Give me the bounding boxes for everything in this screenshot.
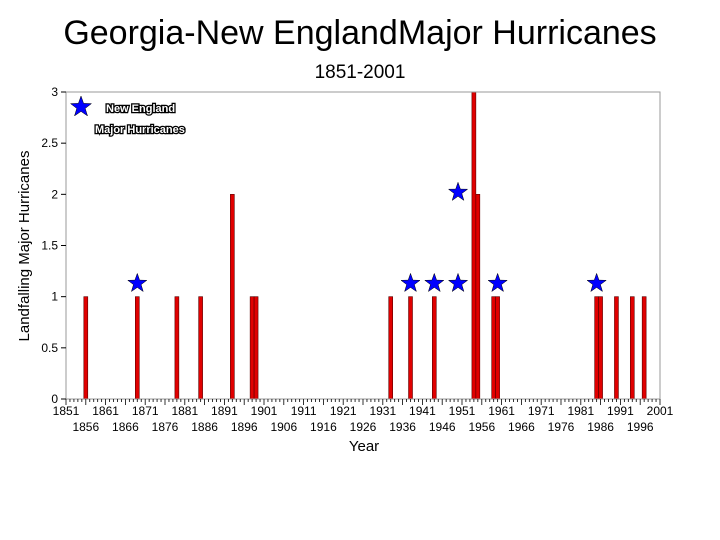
x-tick-label: 1976 (548, 420, 575, 434)
x-tick-label: 1911 (291, 404, 317, 418)
axes-layer: 0 0.5 1 1.5 2 2.5 3 1851 1861 1871 1881 1891 1901 191… (41, 85, 673, 434)
x-tick-label: 1871 (132, 404, 159, 418)
bar-1986 (598, 296, 603, 400)
x-axis-label: Year (349, 438, 379, 455)
x-tick-label: 1881 (171, 404, 198, 418)
x-tick-label: 1951 (449, 404, 476, 418)
y-tick-label: 0.5 (41, 341, 58, 355)
legend: New England Major Hurricanes (69, 95, 186, 137)
bars-layer (83, 91, 647, 400)
bar-1994 (629, 296, 635, 400)
y-tick-label: 1.5 (41, 239, 58, 253)
x-tick-label: 1901 (251, 404, 278, 418)
x-tick-label: 1896 (231, 420, 258, 434)
new-england-star-1869 (127, 272, 148, 293)
bar-1960 (495, 296, 500, 400)
x-tick-label: 1886 (191, 420, 218, 434)
x-tick-label: 1946 (429, 420, 456, 434)
new-england-star-1950 (447, 181, 469, 202)
x-tick-label: 1906 (270, 420, 297, 434)
new-england-star-1944 (424, 272, 445, 293)
new-england-star-1985 (586, 272, 607, 293)
y-axis-label: Landfalling Major Hurricanes (16, 151, 33, 342)
x-tick-label: 1966 (508, 420, 535, 434)
x-tick-label: 2001 (647, 404, 674, 418)
bar-1997 (641, 296, 647, 400)
x-tick-label: 1991 (607, 404, 634, 418)
bar-1879 (174, 296, 180, 400)
bar-1933 (388, 296, 393, 400)
x-tick-label: 1971 (528, 404, 555, 418)
bar-1938 (408, 296, 413, 400)
legend-line2: Major Hurricanes (95, 124, 185, 136)
bar-1898 (249, 296, 255, 400)
x-tick-label: 1961 (488, 404, 515, 418)
x-tick-label: 1851 (53, 404, 80, 418)
bar-1955 (475, 194, 481, 400)
new-england-star-1950 (447, 272, 469, 293)
bar-1893 (230, 194, 235, 400)
bar-1985 (594, 296, 599, 400)
star-icon (69, 95, 93, 117)
x-tick-label: 1926 (350, 420, 377, 434)
y-tick-label: 2 (51, 187, 58, 201)
x-tick-label: 1931 (369, 404, 396, 418)
bar-1899 (253, 296, 259, 400)
x-tick-label: 1866 (112, 420, 139, 434)
bar-1856 (83, 296, 89, 400)
bar-1990 (614, 296, 619, 400)
bar-1959 (491, 296, 496, 400)
x-tick-label: 1981 (567, 404, 594, 418)
new-england-star-1960 (487, 272, 508, 293)
x-tick-label: 1956 (468, 420, 495, 434)
chart-title: Georgia-New EnglandMajor Hurricanes (63, 14, 657, 52)
legend-line1: New England (106, 103, 175, 115)
x-tick-label: 1996 (627, 420, 654, 434)
new-england-star-1938 (400, 272, 421, 293)
x-tick-label: 1936 (389, 420, 416, 434)
x-tick-label: 1916 (310, 420, 337, 434)
bar-1944 (431, 296, 437, 400)
x-tick-label: 1986 (587, 420, 614, 434)
y-tick-label: 2.5 (41, 136, 58, 150)
y-tick-label: 1 (51, 290, 58, 304)
markers-layer (127, 181, 607, 293)
y-tick-label: 3 (51, 85, 58, 99)
bar-1954 (471, 91, 477, 400)
chart-subtitle: 1851-2001 (314, 62, 406, 83)
bar-1869 (135, 296, 140, 400)
bar-1885 (198, 296, 203, 400)
x-tick-label: 1891 (211, 404, 238, 418)
x-tick-label: 1876 (152, 420, 179, 434)
x-tick-label: 1941 (409, 404, 436, 418)
plot-frame (65, 91, 661, 400)
x-tick-label: 1921 (330, 404, 357, 418)
x-tick-label: 1856 (72, 420, 99, 434)
y-tick-label: 0 (51, 392, 58, 406)
x-tick-label: 1861 (92, 404, 119, 418)
